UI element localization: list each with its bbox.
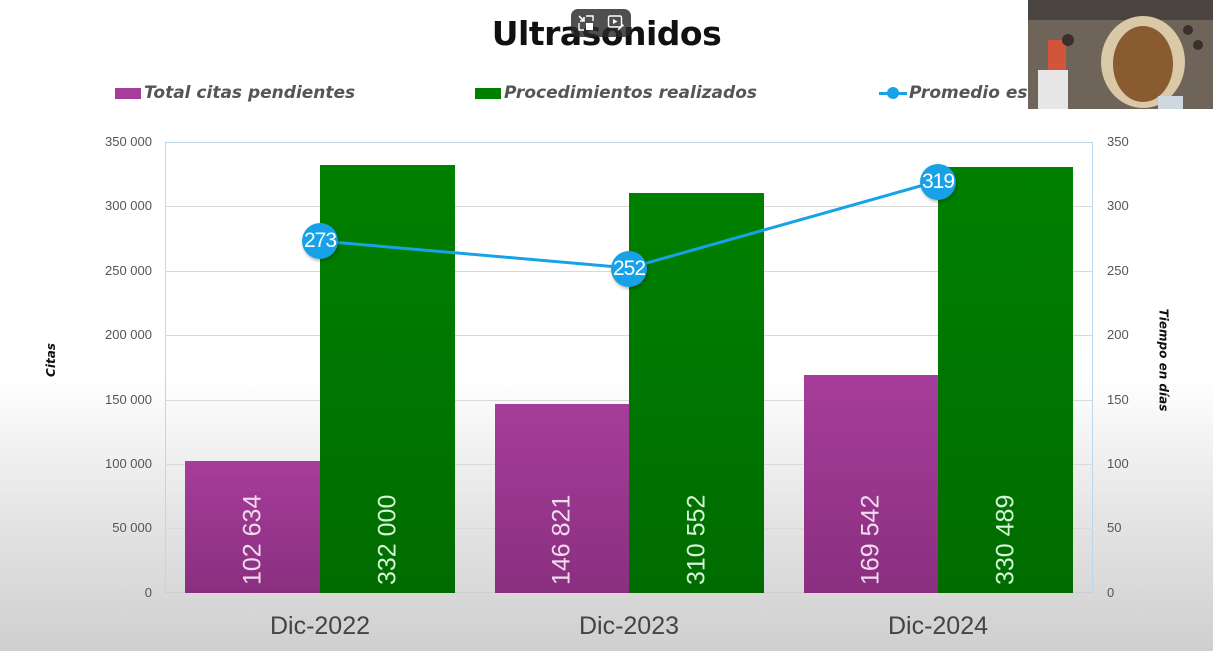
video-overlay-controls [571, 9, 631, 37]
legend-item-promedio: Promedio es [879, 83, 1028, 103]
y-left-tick: 0 [144, 585, 152, 600]
legend-swatch-purple [115, 87, 141, 99]
legend-swatch-green [475, 87, 501, 99]
y-left-tick: 250 000 [105, 263, 152, 278]
x-category-label: Dic-2023 [578, 612, 680, 640]
video-effects-button[interactable] [606, 13, 626, 33]
meeting-room-image [1028, 0, 1213, 109]
legend-item-pendientes: Total citas pendientes [115, 83, 355, 103]
y-right-tick: 50 [1107, 520, 1122, 535]
y-right-tick: 300 [1107, 198, 1129, 213]
y-right-tick: 0 [1107, 585, 1115, 600]
legend-line-marker-icon [879, 86, 907, 100]
x-category-label: Dic-2022 [269, 612, 371, 640]
bar-realizados-2022: 332 000 [320, 165, 455, 593]
bar-pendientes-2024: 169 542 [804, 375, 938, 593]
exit-fullscreen-button[interactable] [576, 13, 596, 33]
legend-label: Total citas pendientes [144, 83, 356, 103]
bar-realizados-2023: 310 552 [629, 193, 764, 593]
video-call-thumbnail[interactable] [1028, 0, 1213, 109]
bar-pendientes-2023: 146 821 [495, 404, 629, 593]
y-left-tick: 350 000 [105, 134, 152, 149]
x-category-label: Dic-2024 [887, 612, 989, 640]
y-right-tick: 150 [1107, 392, 1129, 407]
video-effects-icon [607, 15, 624, 31]
bar-realizados-2024: 330 489 [938, 167, 1073, 593]
y-right-tick: 250 [1107, 263, 1129, 278]
legend-label: Promedio es [909, 83, 1028, 103]
line-point-2022: 273 [302, 223, 338, 259]
y-right-tick: 100 [1107, 456, 1129, 471]
y-left-tick: 150 000 [105, 392, 152, 407]
legend-label: Procedimientos realizados [504, 83, 757, 103]
line-point-2024: 319 [920, 164, 956, 200]
line-point-2023: 252 [611, 251, 647, 287]
y-right-tick: 200 [1107, 327, 1129, 342]
bar-pendientes-2022: 102 634 [185, 461, 320, 593]
legend-item-realizados: Procedimientos realizados [475, 83, 757, 103]
exit-fullscreen-icon [578, 15, 594, 31]
y-right-tick: 350 [1107, 134, 1129, 149]
y-left-tick: 100 000 [105, 456, 152, 471]
y-left-tick: 300 000 [105, 198, 152, 213]
y-left-tick: 200 000 [105, 327, 152, 342]
y-left-tick: 50 000 [112, 520, 152, 535]
